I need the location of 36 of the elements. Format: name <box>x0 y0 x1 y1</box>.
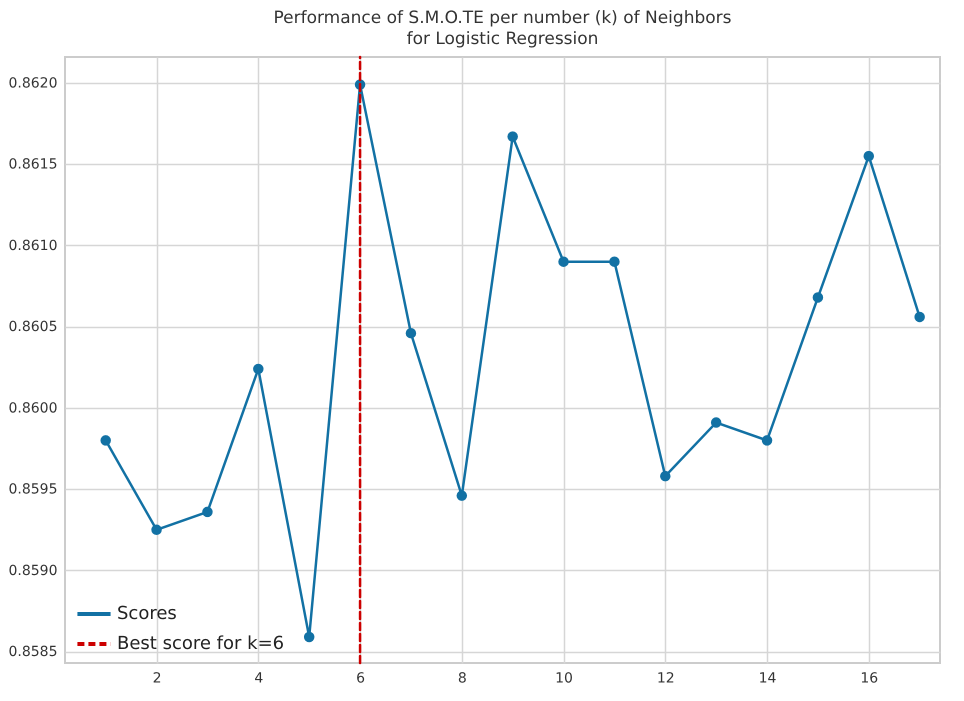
y-tick-label: 0.8605 <box>8 319 58 336</box>
y-tick-label: 0.8620 <box>8 75 58 92</box>
text: Performance of S.M.O.TE per number (k) of Neighbors <box>273 8 732 28</box>
point <box>202 506 213 518</box>
point <box>456 490 468 501</box>
point <box>812 292 824 303</box>
x-tick-label: 2 <box>152 670 162 686</box>
y-tick-label: 0.8595 <box>8 482 58 498</box>
point <box>864 150 874 162</box>
y-tick-label: 0.8585 <box>8 644 58 660</box>
x-tick-label: 10 <box>555 670 573 686</box>
point <box>253 364 264 374</box>
x-tick-label: 4 <box>254 670 264 686</box>
x-tick-label: 16 <box>860 670 878 686</box>
point <box>660 470 671 482</box>
point <box>914 312 925 322</box>
point <box>100 435 111 446</box>
point <box>151 524 162 536</box>
point <box>406 328 416 338</box>
y-tick-label: 0.8610 <box>8 238 58 254</box>
point <box>609 256 620 267</box>
y-tick-label: 0.8600 <box>8 400 58 416</box>
legend-label: Best score for k=6 <box>117 633 284 654</box>
point <box>507 131 518 142</box>
legend-label: Scores <box>117 603 177 624</box>
x-tick-label: 14 <box>758 670 777 686</box>
point <box>304 632 314 642</box>
point <box>558 256 569 267</box>
point <box>710 417 722 428</box>
x-tick-label: 12 <box>656 670 675 686</box>
y-tick-label: 0.8615 <box>8 156 58 173</box>
x-tick-label: 6 <box>356 670 366 686</box>
text: for Logistic Regression <box>406 28 598 49</box>
y-tick-label: 0.8590 <box>8 562 58 579</box>
point <box>762 435 772 446</box>
x-tick-label: 8 <box>458 670 467 686</box>
